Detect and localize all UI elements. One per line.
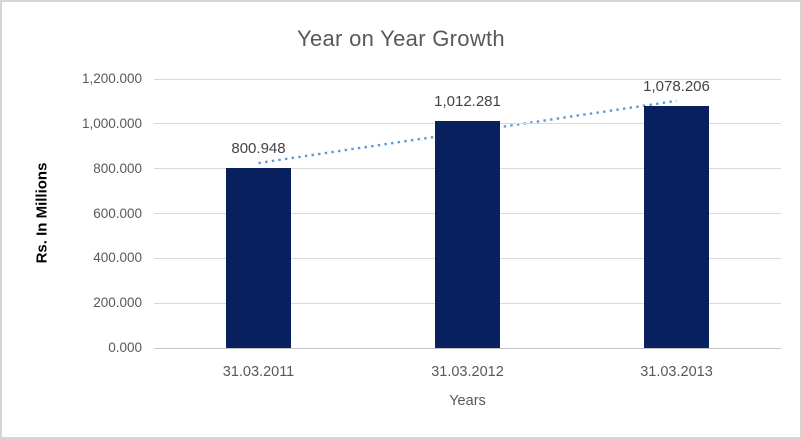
plot-area: 800.948 1,012.281 1,078.206 — [154, 78, 781, 349]
chart-title: Year on Year Growth — [297, 26, 505, 51]
y-tick-label: 0.000 — [108, 340, 142, 355]
gridline — [154, 347, 781, 349]
bar — [226, 168, 291, 348]
x-axis-title: Years — [449, 393, 486, 409]
y-tick-label: 1,000.000 — [81, 115, 142, 131]
bar — [644, 106, 709, 348]
y-tick-label: 600.000 — [93, 205, 142, 221]
y-tick-label: 800.000 — [93, 160, 142, 176]
x-tick-label: 31.03.2013 — [640, 364, 713, 380]
y-tick-label: 200.000 — [93, 295, 142, 311]
bar-data-label: 800.948 — [231, 140, 286, 158]
bar-data-label: 1,012.281 — [434, 93, 501, 111]
bar-data-label: 1,078.206 — [643, 78, 710, 96]
gridline — [154, 78, 781, 80]
bar — [435, 121, 500, 348]
x-tick-label: 31.03.2011 — [222, 364, 295, 380]
y-tick-label: 1,200.000 — [81, 71, 142, 86]
y-tick-label: 400.000 — [93, 250, 142, 266]
y-axis-title: Rs. In Millions — [33, 162, 51, 264]
x-tick-label: 31.03.2012 — [431, 364, 504, 380]
